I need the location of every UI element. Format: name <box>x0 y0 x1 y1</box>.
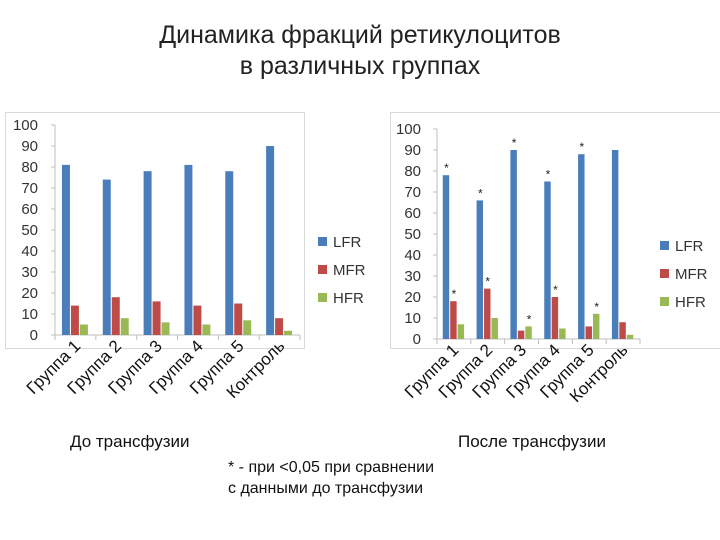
bar-mfr-2 <box>111 297 120 335</box>
y-tick-label: 100 <box>13 117 38 134</box>
y-tick-label: 70 <box>21 180 38 197</box>
y-tick-label: 30 <box>21 264 38 281</box>
bar-lfr-3 <box>143 171 152 335</box>
y-tick-label: 0 <box>413 331 421 348</box>
significance-star: * <box>594 300 599 314</box>
bar-mfr-2 <box>484 288 491 339</box>
bar-mfr-6 <box>619 322 626 339</box>
y-tick-label: 40 <box>404 247 421 264</box>
caption-before-transfusion: До трансфузии <box>70 432 190 451</box>
legend-label-mfr: MFR <box>333 262 366 279</box>
legend-label-lfr: LFR <box>675 238 704 255</box>
bar-lfr-1 <box>61 164 70 335</box>
bar-hfr-6 <box>284 330 293 335</box>
legend-swatch-hfr <box>660 297 669 306</box>
significance-star: * <box>512 136 517 150</box>
legend-label-hfr: HFR <box>333 290 364 307</box>
significance-star: * <box>452 287 457 301</box>
y-tick-label: 50 <box>21 222 38 239</box>
significance-star: * <box>579 140 584 154</box>
bar-mfr-5 <box>234 303 243 335</box>
footnote-line-1: * - при <0,05 при сравнении <box>228 459 435 476</box>
significance-star: * <box>485 275 490 289</box>
caption-after-transfusion: После трансфузии <box>458 432 606 451</box>
bar-mfr-3 <box>152 301 161 335</box>
bar-hfr-3 <box>525 326 532 339</box>
y-tick-label: 20 <box>404 289 421 306</box>
bar-lfr-2 <box>476 200 484 339</box>
y-tick-label: 80 <box>404 163 421 180</box>
bar-lfr-4 <box>184 164 193 335</box>
bar-lfr-5 <box>225 171 234 335</box>
y-tick-label: 60 <box>404 205 421 222</box>
footnote-line-2: с данными до трансфузии <box>228 480 424 497</box>
bar-hfr-4 <box>559 328 566 339</box>
legend-swatch-mfr <box>318 265 327 274</box>
legend-label-lfr: LFR <box>333 234 362 251</box>
y-tick-label: 20 <box>21 285 38 302</box>
bar-hfr-5 <box>592 313 600 339</box>
bar-hfr-6 <box>626 334 634 339</box>
bar-lfr-5 <box>578 154 585 339</box>
y-tick-label: 10 <box>404 310 421 327</box>
title-line-2: в различных группах <box>239 52 481 80</box>
significance-star: * <box>444 161 449 175</box>
bar-hfr-5 <box>243 320 252 335</box>
title-line-1: Динамика фракций ретикулоцитов <box>159 21 561 49</box>
y-tick-label: 90 <box>404 142 421 159</box>
bar-lfr-3 <box>510 150 517 339</box>
legend-label-hfr: HFR <box>675 294 706 311</box>
bar-mfr-3 <box>517 330 525 339</box>
bar-mfr-1 <box>70 305 79 335</box>
significance-star: * <box>478 186 483 200</box>
bar-mfr-4 <box>551 297 559 339</box>
bar-lfr-6 <box>611 150 619 339</box>
y-tick-label: 30 <box>404 268 421 285</box>
bar-hfr-4 <box>202 324 211 335</box>
bar-mfr-5 <box>585 326 592 339</box>
legend-swatch-hfr <box>318 293 327 302</box>
significance-star: * <box>546 168 551 182</box>
bar-hfr-1 <box>79 324 88 335</box>
y-tick-label: 60 <box>21 201 38 218</box>
y-tick-label: 80 <box>21 159 38 176</box>
page-title: Динамика фракций ретикулоцитов в различн… <box>0 20 720 82</box>
bar-mfr-6 <box>275 318 284 335</box>
y-tick-label: 100 <box>396 121 421 138</box>
legend-swatch-mfr <box>660 269 669 278</box>
legend-swatch-lfr <box>318 237 327 246</box>
significance-star: * <box>527 312 532 326</box>
y-tick-label: 10 <box>21 306 38 323</box>
bar-hfr-3 <box>161 322 170 335</box>
bar-mfr-1 <box>450 301 457 339</box>
bar-lfr-2 <box>102 179 111 335</box>
legend-label-mfr: MFR <box>675 266 708 283</box>
y-tick-label: 90 <box>21 138 38 155</box>
significance-star: * <box>553 283 558 297</box>
y-tick-label: 50 <box>404 226 421 243</box>
footnote: * - при <0,05 при сравнении с данными до… <box>228 457 434 499</box>
bar-hfr-2 <box>120 318 129 335</box>
bar-lfr-1 <box>442 175 450 339</box>
bar-mfr-4 <box>193 305 202 335</box>
bar-hfr-2 <box>491 318 498 339</box>
y-tick-label: 70 <box>404 184 421 201</box>
y-tick-label: 40 <box>21 243 38 260</box>
y-tick-label: 0 <box>30 327 38 344</box>
bar-lfr-4 <box>544 181 551 339</box>
legend-swatch-lfr <box>660 241 669 250</box>
bar-hfr-1 <box>457 324 465 339</box>
bar-lfr-6 <box>266 146 275 335</box>
